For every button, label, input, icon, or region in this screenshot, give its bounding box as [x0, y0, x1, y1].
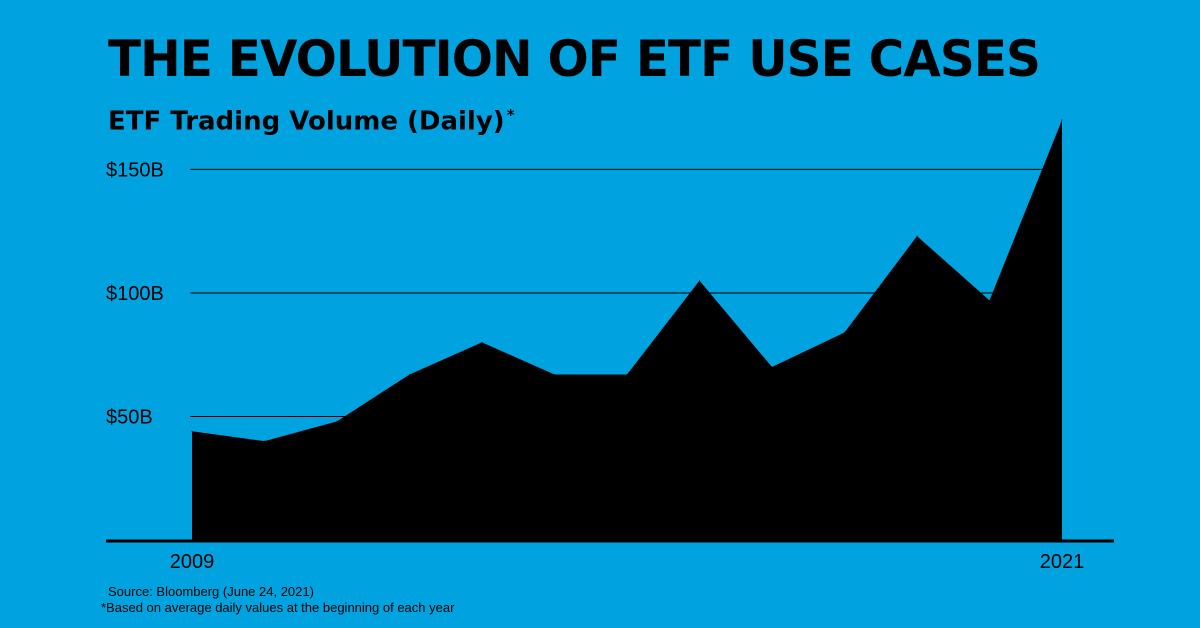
y-tick-label-150: $150B [106, 159, 164, 181]
data-point-2018 [844, 331, 845, 333]
data-point-2013 [481, 341, 483, 343]
y-tick-label-100: $100B [106, 283, 164, 305]
chart-subtitle: ETF Trading Volume (Daily) * [108, 106, 515, 137]
y-tick-labels: $50B $100B $150B [106, 159, 164, 428]
data-point-2012 [409, 373, 410, 375]
data-point-2021 [1061, 119, 1063, 121]
x-tick-labels: 2009 2021 [170, 551, 1085, 573]
subtitle-footnote-mark: * [506, 106, 515, 124]
data-point-2014 [554, 373, 555, 375]
x-tick-label-2009: 2009 [170, 551, 215, 573]
y-tick-label-50: $50B [106, 406, 153, 428]
area-series [106, 119, 1114, 543]
data-point-2011 [336, 420, 338, 422]
footnote: *Based on average daily values at the be… [101, 600, 455, 615]
data-point-2009 [191, 430, 193, 432]
data-point-2019 [916, 235, 918, 237]
data-point-2017 [771, 366, 773, 368]
chart-title: THE EVOLUTION OF ETF USE CASES [108, 30, 1041, 88]
data-point-2016 [699, 280, 700, 282]
data-point-2015 [626, 373, 628, 375]
x-tick-label-2021: 2021 [1040, 551, 1085, 573]
area-fill [192, 120, 1062, 540]
subtitle-text: ETF Trading Volume (Daily) [108, 106, 505, 137]
source-note: Source: Bloomberg (June 24, 2021) [108, 584, 314, 599]
data-point-2020 [989, 299, 990, 301]
data-point-2010 [264, 440, 265, 442]
